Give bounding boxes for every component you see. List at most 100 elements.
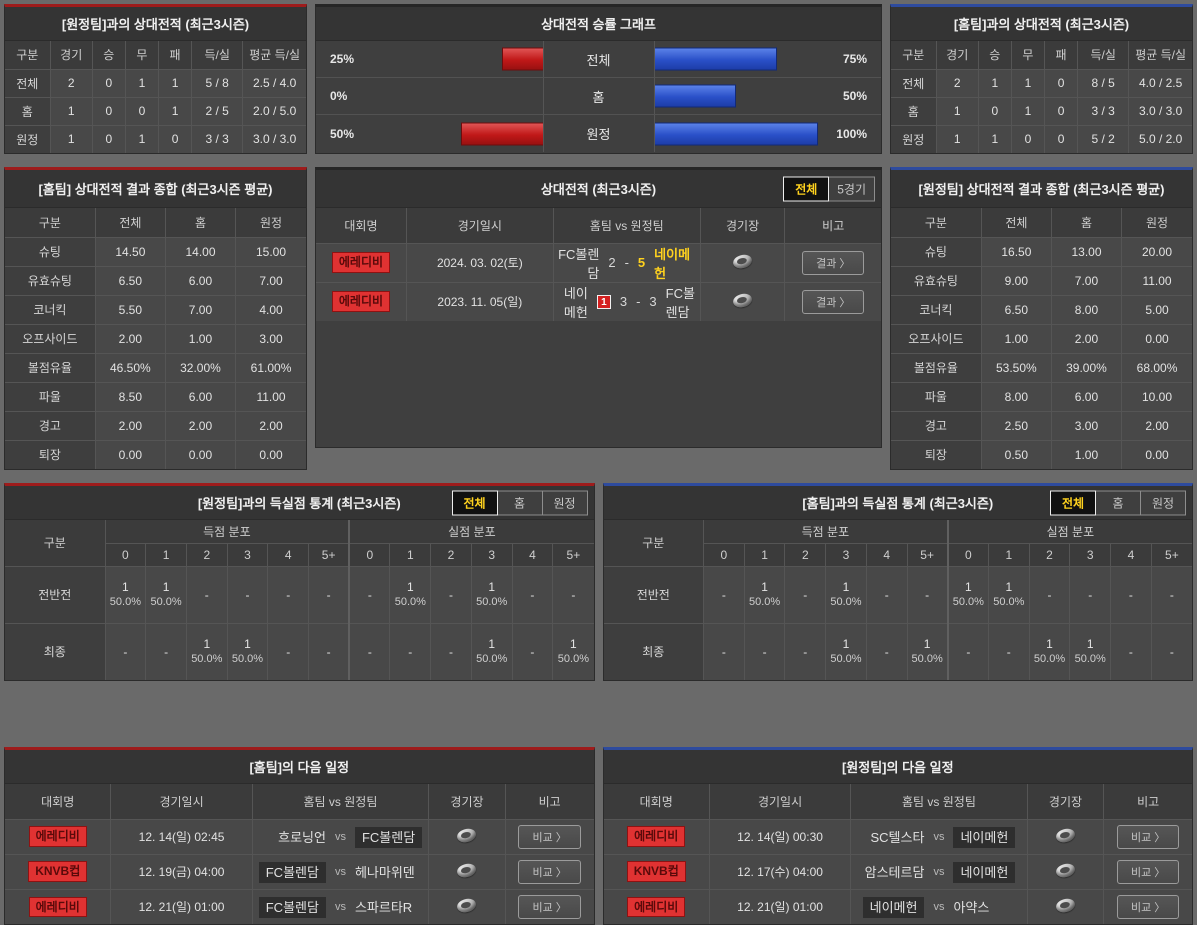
cell-value: 1.00 [1050,439,1123,469]
home-team-name: 흐로닝언 [278,830,326,845]
table-row: 전체 2 1 1 0 8 / 5 4.0 / 2.5 [891,68,1192,98]
cell-value: 1 [124,68,159,98]
vs-label: vs [933,865,945,878]
cell-value: 6.50 [980,294,1052,325]
distribution-cell: - [1110,622,1152,680]
column-header: 경기일시 [708,784,852,820]
distribution-cell: - [348,622,391,680]
compare-button[interactable]: 비교 〉 [518,894,581,919]
cell-value: 1 [49,96,93,126]
stadium-icon[interactable] [1054,896,1077,914]
cell-value: 7.00 [1050,265,1123,296]
distribution-cell: - [308,622,350,680]
match-cell: 네이메헌 1 3-3 FC볼렌담 [552,281,701,321]
cell-value: 4.00 [235,294,306,325]
tab-1[interactable]: 홈 [496,490,543,515]
cell-value: 1 [1010,68,1045,98]
vs-label: vs [334,830,346,843]
red-bar-zone: 25% [316,41,543,77]
league-cell: KNVB컵 [603,853,710,890]
match-cell: FC볼렌담 vs 헤나마위덴 [251,853,430,890]
score: 2-5 [608,255,646,270]
stadium-icon[interactable] [456,826,478,844]
home-team-name: SC텔스타 [870,830,925,845]
h2h-home-table: 구분 경기 승 무 패 득/실 평균 득/실 전체 2 1 1 0 8 / 5 4.0 / 2.5 홈 1 0 1… [891,41,1192,153]
stadium-icon[interactable] [731,252,754,270]
league-cell: KNVB컵 [5,853,112,890]
cell-value: 2.00 [235,410,306,441]
summary-away-table: 구분 전체 홈 원정 슈팅 16.50 13.00 20.00 유효슈팅 9.00 7.00 11.0… [891,208,1192,469]
distribution-cell: - [743,622,786,680]
tab-2[interactable]: 원정 [1140,490,1186,515]
stadium-icon[interactable] [1054,826,1077,844]
column-header: 홈팀 vs 원정팀 [251,784,430,820]
away-team-name: 네이메헌 [953,862,1016,883]
panel-title: 상대전적 (최근3시즌) 전체 5경기 [316,170,881,208]
tab-0[interactable]: 전체 [783,176,830,201]
schedule-row: KNVB컵 12. 17(수) 04:00 암스테르담 vs 네이메헌 비교 〉 [603,853,1192,890]
tab-2[interactable]: 원정 [541,490,588,515]
note-cell: 비교 〉 [504,888,594,924]
row-label: 경고 [5,410,96,441]
distribution-cell: - [511,622,554,680]
away-team-name: 네이메헌 [953,827,1016,848]
cell-value: 13.00 [1050,236,1123,267]
cell-value: 11.00 [235,381,306,412]
cell-value: 1.00 [980,323,1052,354]
compare-button[interactable]: 비교 〉 [1116,859,1180,884]
row-label: 전반전 [5,565,106,624]
distribution-cell: - [430,565,472,624]
home-team-name: 네이메헌 [563,285,588,320]
table-row: 슈팅 14.50 14.00 15.00 [5,236,306,267]
cell-value: 6.00 [164,381,237,412]
panel-schedule-away: [원정팀]의 다음 일정 대회명 경기일시 홈팀 vs 원정팀 경기장 비고 에레디비 … [602,747,1193,925]
panel-goals-vs-home: [홈팀]과의 득실점 통계 (최근3시즌) 전체 홈 원정 구분 득점 분포 실점 분포… [602,483,1193,681]
compare-button[interactable]: 비교 〉 [518,824,581,849]
match-date: 12. 21(일) 01:00 [708,888,852,924]
distribution-cell: - [145,622,187,680]
league-cell: 에레디비 [5,888,112,924]
row-label: 최종 [603,622,705,680]
league-badge: 에레디비 [627,896,686,917]
tab-0[interactable]: 전체 [1050,490,1096,515]
schedule-row: 에레디비 12. 14(일) 00:30 SC텔스타 vs 네이메헌 비교 〉 [603,818,1192,855]
panel-title: [홈팀]의 다음 일정 [5,750,594,784]
distribution-cell: - [267,565,310,624]
result-button[interactable]: 결과 〉 [802,289,865,314]
panel-summary-home: [홈팀] 상대전적 결과 종합 (최근3시즌 평균) 구분 전체 홈 원정 슈팅 14.5… [4,167,307,470]
result-button[interactable]: 결과 〉 [802,250,865,275]
match-cell: FC볼렌담 2-5 네이메헌 [552,242,701,283]
compare-button[interactable]: 비교 〉 [518,859,581,884]
stadium-icon[interactable] [456,861,478,879]
cell-value: 0 [91,124,126,153]
match-row: 에레디비 2023. 11. 05(일) 네이메헌 1 3-3 FC볼렌담 결과… [316,281,881,321]
tab-0[interactable]: 전체 [451,490,498,515]
compare-button[interactable]: 비교 〉 [1116,824,1180,849]
row-label: 원정 [5,124,51,153]
stadium-icon[interactable] [731,291,754,309]
match-date: 12. 21(일) 01:00 [110,888,253,924]
compare-button[interactable]: 비교 〉 [1116,894,1180,919]
column-header: 경기 [49,41,93,70]
column-header: 득/실 [1077,41,1130,70]
stadium-icon[interactable] [1054,861,1077,879]
panel-h2h-vs-away: [원정팀]과의 상대전적 (최근3시즌) 구분 경기 승 무 패 득/실 평균 득/실 전체 2… [4,4,307,154]
column-header: 경기장 [428,784,506,820]
stadium-icon[interactable] [456,896,478,914]
match-date: 12. 19(금) 04:00 [110,853,253,890]
goal-count-header: 5+ [906,542,949,567]
tab-1[interactable]: 홈 [1095,490,1141,515]
row-label: 홈 [891,96,937,126]
column-header: 홈팀 vs 원정팀 [850,784,1028,820]
cell-value: 5 / 8 [191,68,244,98]
match-cell: 네이메헌 vs 아약스 [850,888,1028,924]
cell-value: 1 [935,96,979,126]
distribution-cell: - [308,565,350,624]
home-team-name: FC볼렌담 [258,862,326,883]
column-header: 홈팀 vs 원정팀 [552,208,701,244]
tab-1[interactable]: 5경기 [828,176,875,201]
blue-bar [654,47,777,71]
chart-category-label: 홈 [542,78,655,114]
distribution-cell: - [267,622,310,680]
